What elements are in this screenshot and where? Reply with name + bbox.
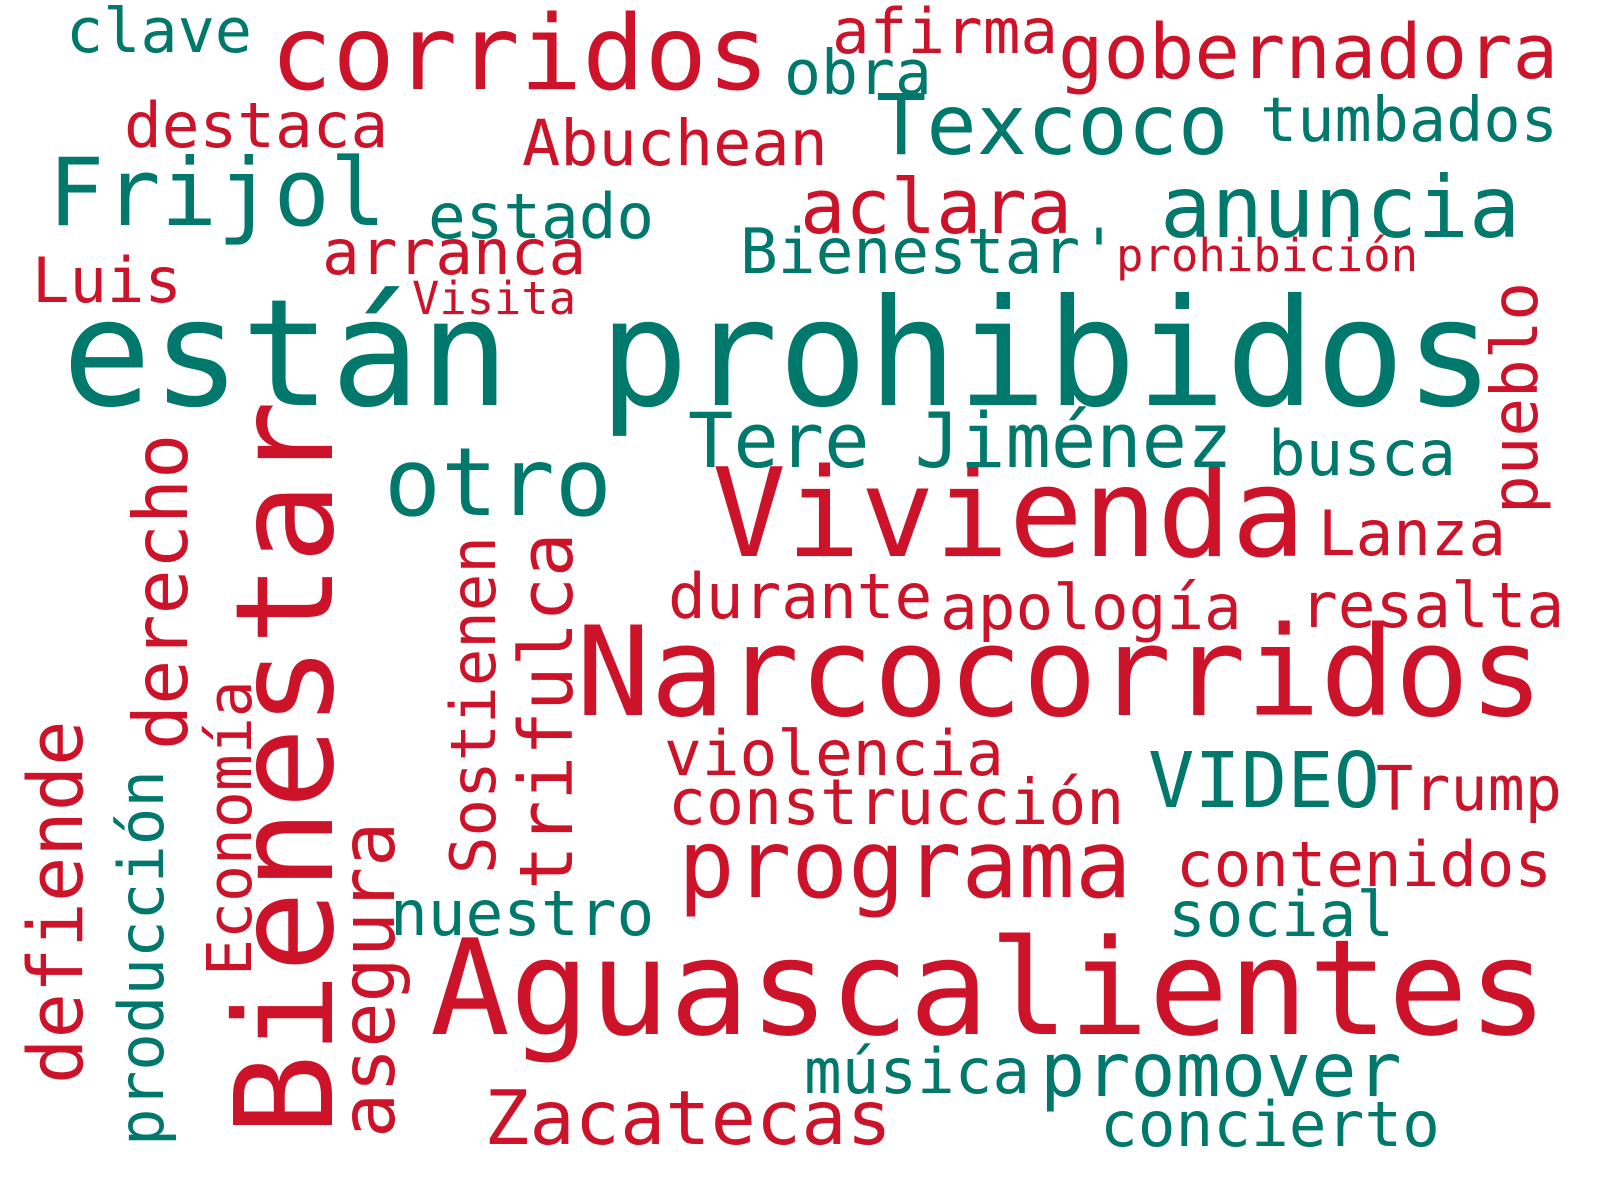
word-social: social	[1168, 877, 1395, 951]
word-produccion: producción	[104, 770, 178, 1146]
word-afirma: afirma	[832, 0, 1059, 68]
word-luis: Luis	[32, 243, 182, 317]
word-durante: durante	[668, 559, 933, 633]
word-programa: programa	[678, 811, 1132, 921]
word-gobernadora: gobernadora	[1058, 8, 1559, 97]
word-tumbados: tumbados	[1260, 84, 1558, 156]
word-construccion: construcción	[668, 765, 1125, 840]
word-arranca: arranca	[322, 215, 587, 289]
word-pueblo: pueblo	[1477, 281, 1553, 514]
word-economia: Economía	[195, 680, 267, 976]
word-abuchean: Abuchean	[522, 106, 828, 181]
word-defiende: defiende	[12, 720, 101, 1084]
word-aguascalientes: Aguascalientes	[430, 912, 1548, 1067]
word-obra: obra	[784, 38, 932, 110]
word-zacatecas: Zacatecas	[484, 1073, 892, 1162]
word-promover: promover	[1040, 1025, 1402, 1114]
word-bienestar-quote: Bienestar'	[740, 215, 1118, 289]
word-aclara: aclara	[800, 162, 1073, 251]
word-musica: música	[804, 1034, 1031, 1108]
word-frijol: Frijol	[48, 138, 387, 248]
word-narcocorridos: Narcocorridos	[576, 601, 1544, 745]
word-trifulca: trifulca	[502, 532, 590, 890]
word-otro: otro	[384, 427, 612, 538]
word-concierto: concierto	[1100, 1087, 1440, 1161]
word-destaca: destaca	[124, 88, 389, 162]
word-texcoco: Texcoco	[876, 76, 1229, 174]
word-trump: Trump	[1376, 753, 1562, 825]
word-violencia: violencia	[664, 716, 1004, 790]
word-corridos: corridos	[270, 0, 770, 114]
word-tere-jimenez: Tere Jiménez	[688, 396, 1233, 485]
word-busca: busca	[1268, 416, 1456, 490]
word-nuestro: nuestro	[390, 876, 655, 950]
word-derecho: derecho	[117, 433, 206, 750]
word-lanza: Lanza	[1318, 496, 1506, 570]
word-contenidos: contenidos	[1176, 827, 1552, 901]
word-sostienen: Sostienen	[436, 536, 510, 874]
word-estado: estado	[428, 179, 655, 253]
word-anuncia: anuncia	[1160, 158, 1521, 258]
word-video: VIDEO	[1148, 735, 1381, 826]
word-estan-prohibidos: están prohibidos	[62, 268, 1495, 442]
word-visita: Visita	[412, 272, 577, 325]
word-resalta: resalta	[1300, 568, 1565, 642]
word-apologia: apología	[940, 570, 1242, 644]
word-vivienda: Vivienda	[712, 443, 1306, 587]
word-prohibicion: prohibición	[1116, 228, 1419, 282]
word-clave: clave	[66, 0, 252, 67]
word-asegura: asegura	[324, 821, 413, 1138]
